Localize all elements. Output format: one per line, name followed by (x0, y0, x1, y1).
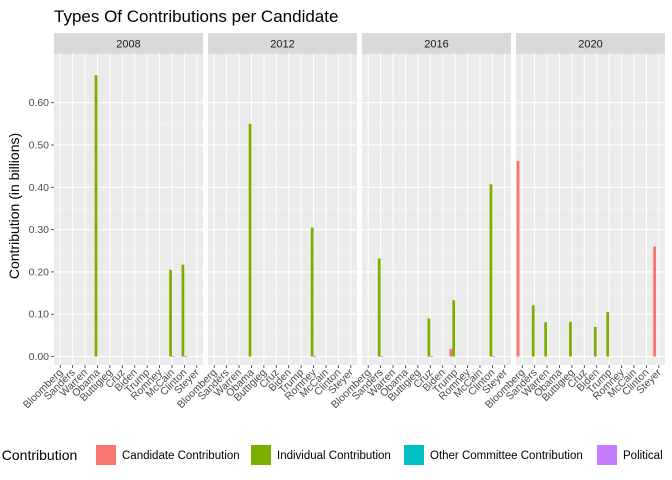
facet-strip (362, 33, 511, 54)
facet-strip-label: 2016 (424, 39, 448, 51)
facet-panel-2016: 2016BloombergSandersWarrenObamaButtigieg… (329, 33, 511, 411)
y-axis-title: Contribution (in billions) (6, 133, 22, 279)
legend-label: Individual Contribution (277, 450, 391, 462)
bar-individual-contribution (593, 326, 597, 357)
bar-individual-contribution (531, 305, 535, 357)
chart-title: Types Of Contributions per Candidate (54, 7, 338, 26)
bar-other-committee-contribution (430, 356, 434, 357)
facet-strip-label: 2012 (270, 39, 294, 51)
legend: f Contribution Candidate Contribution Indi… (0, 445, 663, 465)
bar-other-committee-contribution (313, 356, 317, 357)
facet-panel-2020: 2020BloombergSandersWarrenObamaButtigieg… (483, 33, 665, 411)
legend-key (251, 445, 271, 465)
facet-strip-label: 2020 (578, 39, 602, 51)
bar-candidate-contribution (653, 246, 656, 357)
bar-other-committee-contribution (492, 356, 496, 357)
facet-strip (208, 33, 357, 54)
bar-other-committee-contribution (184, 356, 188, 357)
bar-candidate-contribution (516, 161, 520, 357)
bar-individual-contribution (427, 318, 431, 357)
y-tick-label: 0.50 (29, 139, 50, 151)
legend-key (597, 445, 617, 465)
bar-individual-contribution (606, 312, 610, 357)
legend-label: Other Committee Contribution (430, 450, 583, 462)
y-tick-label: 0.30 (29, 224, 50, 236)
panel-background (362, 54, 511, 365)
y-tick-label: 0.10 (29, 309, 50, 321)
legend-label: Political (623, 450, 663, 462)
bar-individual-contribution (569, 321, 572, 357)
y-tick-label: 0.40 (29, 182, 50, 194)
facet-strip (516, 33, 665, 54)
y-tick-label: 0.00 (29, 351, 50, 363)
facet-panel-2008: 2008BloombergSandersWarrenObamaButtigieg… (21, 33, 203, 411)
bar-individual-contribution (377, 258, 381, 357)
facet-strip (54, 33, 203, 54)
bar-individual-contribution (489, 184, 493, 357)
bar-individual-contribution (310, 227, 314, 357)
panel-background (54, 54, 203, 365)
panel-background (516, 54, 665, 365)
panel-background (208, 54, 357, 365)
legend-title: f Contribution (0, 447, 77, 463)
bar-individual-contribution (94, 75, 98, 357)
bar-individual-contribution (452, 300, 456, 357)
facet-strip-label: 2008 (116, 39, 140, 51)
y-tick-label: 0.60 (29, 97, 50, 109)
legend-key (404, 445, 424, 465)
bar-individual-contribution (181, 264, 185, 357)
bar-individual-contribution (248, 123, 252, 357)
y-tick-label: 0.20 (29, 266, 50, 278)
legend-label: Candidate Contribution (122, 450, 240, 462)
legend-key (96, 445, 116, 465)
bar-other-committee-contribution (380, 356, 384, 357)
bar-individual-contribution (169, 269, 172, 357)
bar-individual-contribution (544, 322, 548, 357)
bar-other-committee-contribution (171, 356, 175, 357)
bar-candidate-contribution (449, 348, 453, 357)
